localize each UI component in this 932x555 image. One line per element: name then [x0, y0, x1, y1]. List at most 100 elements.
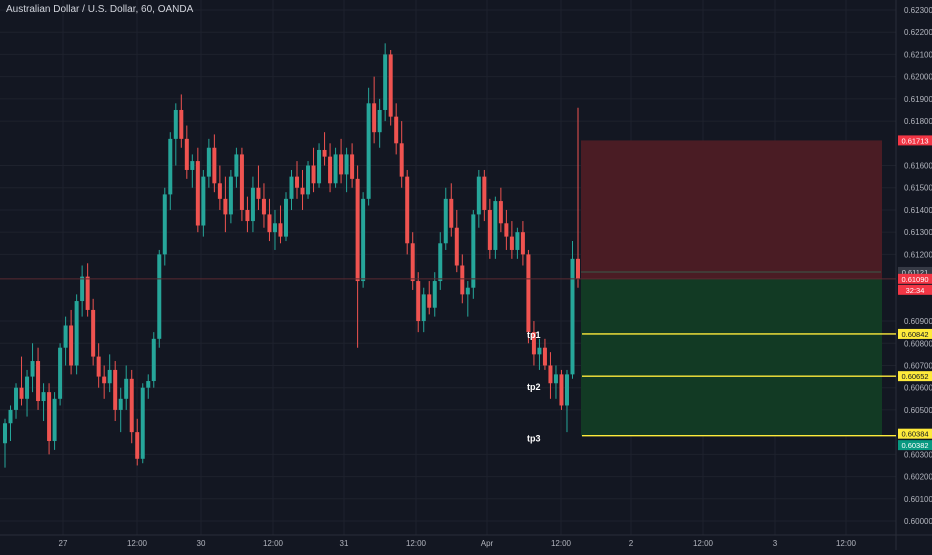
candle-body [107, 369, 112, 384]
candle-body [427, 294, 432, 308]
price-axis-label: 0.61800 [904, 117, 932, 126]
chart-title: Australian Dollar / U.S. Dollar, 60, OAN… [6, 4, 194, 15]
candle-body [118, 398, 123, 410]
candle-body [366, 103, 371, 199]
candle-body [14, 387, 19, 410]
candle-body [339, 154, 344, 175]
price-axis-label: 0.60200 [904, 473, 932, 482]
candle-body [80, 276, 85, 302]
candle-body [564, 374, 569, 406]
candle-body [487, 209, 492, 250]
candle-body [140, 387, 145, 459]
candle-body [410, 243, 415, 282]
price-axis-label: 0.61400 [904, 206, 932, 215]
candle-body [306, 165, 311, 195]
price-tag-label: 32:34 [906, 286, 925, 295]
candle-body [350, 154, 355, 179]
candle-body [493, 201, 498, 250]
price-tag-label: 0.61713 [901, 136, 928, 145]
candle-body [465, 287, 470, 295]
time-axis-label: 12:00 [693, 539, 714, 548]
price-tag [898, 273, 932, 284]
price-axis-label: 0.62200 [904, 28, 932, 37]
time-axis-label: 2 [629, 539, 634, 548]
time-axis-label: 31 [340, 539, 349, 548]
candle-body [460, 265, 465, 295]
candle-body [52, 398, 57, 442]
price-axis-label: 0.61600 [904, 162, 932, 171]
candle-body [372, 103, 377, 133]
candle-body [146, 381, 151, 388]
candle-body [96, 356, 101, 377]
price-tag-label: 0.60842 [901, 330, 928, 339]
candle-body [526, 254, 531, 333]
candle-body [283, 198, 288, 237]
candle-body [8, 409, 13, 424]
time-axis-label: 3 [773, 539, 778, 548]
candle-body [245, 209, 250, 222]
price-tag-label: 0.60384 [901, 430, 928, 439]
candle-body [69, 325, 74, 366]
candle-body [151, 338, 156, 382]
candle-body [85, 276, 90, 310]
price-axis-label: 0.62000 [904, 73, 932, 82]
price-axis-label: 0.60500 [904, 406, 932, 415]
time-axis-label: 12:00 [406, 539, 427, 548]
candle-body [267, 214, 272, 233]
stop-loss-zone [581, 140, 882, 279]
price-axis[interactable]: 0.62300 0.62200 0.62100 0.62000 0.61900 0.618… [904, 6, 932, 526]
price-tag [898, 428, 932, 439]
candle-body [3, 423, 7, 444]
price-tag [898, 440, 932, 451]
candle-body [162, 194, 167, 255]
time-axis-label: 12:00 [263, 539, 284, 548]
price-tag [898, 266, 932, 277]
price-tag [898, 371, 932, 382]
candle-body [63, 325, 68, 348]
candle-body [576, 258, 580, 279]
candles [3, 43, 580, 468]
candle-body [91, 309, 96, 357]
candle-body [228, 176, 233, 215]
candle-body [416, 281, 421, 322]
candle-body [504, 223, 509, 237]
candle-body [399, 143, 404, 177]
candle-body [377, 109, 382, 133]
candle-body [179, 109, 184, 139]
candle-body [36, 361, 41, 402]
price-axis-label: 0.60700 [904, 361, 932, 370]
candle-body [322, 149, 327, 157]
candle-body [311, 165, 316, 184]
candle-body [102, 376, 107, 384]
candle-body [559, 374, 564, 406]
candle-body [443, 198, 448, 244]
candle-body [256, 187, 261, 199]
candle-body [278, 223, 283, 237]
level-lines [0, 271, 896, 437]
time-axis[interactable]: 27 12:00 30 12:00 31 12:00 Apr 12:00 2 12:00 3 12:0… [59, 539, 857, 548]
time-axis-label: 27 [59, 539, 68, 548]
candle-body [361, 198, 366, 282]
take-profit-zone [581, 278, 882, 437]
candle-body [74, 301, 79, 366]
candle-body [168, 138, 173, 195]
position-zones [581, 140, 882, 437]
time-axis-label: 12:00 [836, 539, 857, 548]
candle-body [124, 378, 129, 399]
candle-body [548, 365, 553, 384]
candle-body [449, 198, 454, 228]
candle-body [553, 374, 558, 384]
candle-body [333, 154, 338, 184]
price-tag-label: 0.60382 [901, 441, 928, 450]
candle-body [388, 54, 393, 117]
candle-body [438, 243, 443, 282]
annotations: tp1 tp2 tp3 [527, 330, 541, 444]
candle-body [405, 176, 410, 244]
candle-body [421, 294, 426, 322]
candle-body [454, 227, 459, 266]
candle-body [135, 432, 140, 459]
candle-body [317, 149, 322, 184]
candle-body [58, 347, 63, 399]
